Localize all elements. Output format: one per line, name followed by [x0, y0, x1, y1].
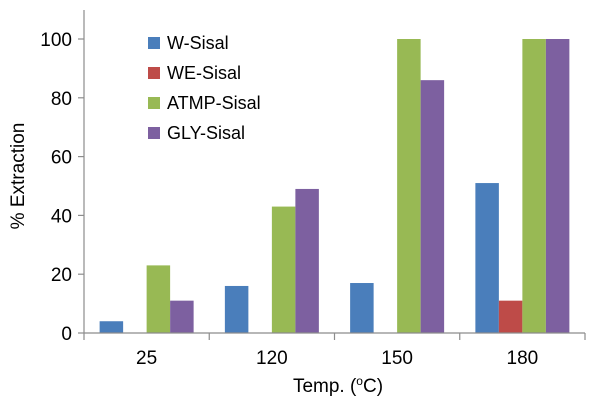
x-ticks-group: 25 120 150 180 [83, 333, 586, 369]
y-ticks-group: 0 20 40 60 80 100 [40, 30, 84, 345]
legend-swatch [148, 37, 160, 49]
legend-swatch [148, 67, 160, 79]
legend-label: ATMP-Sisal [167, 93, 261, 113]
y-tick-label: 60 [51, 148, 72, 169]
x-tick-label: 120 [256, 348, 288, 369]
bar-we-sisal-180 [498, 300, 523, 333]
bar-atmp-sisal-25 [146, 265, 171, 333]
bar-gly-sisal-150 [420, 80, 445, 333]
bar-gly-sisal-180 [545, 39, 570, 333]
y-tick-label: 40 [51, 206, 72, 227]
x-axis-title-superscript: o [356, 374, 363, 388]
y-axis-title: % Extraction [8, 123, 29, 230]
legend: W-Sisal WE-Sisal ATMP-Sisal GLY-Sisal [148, 33, 261, 143]
bar-w-sisal-180 [475, 183, 499, 333]
x-axis-title-end: C) [363, 376, 383, 397]
legend-label: W-Sisal [167, 33, 229, 53]
y-tick-label: 100 [40, 30, 72, 51]
bar-w-sisal-25 [99, 321, 124, 333]
legend-label: GLY-Sisal [167, 123, 245, 143]
legend-label: WE-Sisal [167, 63, 241, 83]
x-axis-title: Temp. (oC) [293, 374, 383, 397]
x-tick-label: 25 [136, 348, 157, 369]
y-tick-label: 0 [61, 324, 72, 345]
bar-atmp-sisal-120 [271, 206, 296, 333]
y-tick-label: 80 [51, 89, 72, 110]
y-tick-label: 20 [51, 265, 72, 286]
bar-atmp-sisal-180 [522, 39, 546, 333]
bar-w-sisal-120 [224, 285, 249, 333]
bar-gly-sisal-120 [295, 188, 319, 333]
x-tick-label: 180 [507, 348, 539, 369]
bars-group [99, 39, 570, 333]
legend-swatch [148, 97, 160, 109]
bar-gly-sisal-25 [170, 300, 194, 333]
x-tick-label: 150 [381, 348, 413, 369]
x-axis-title-main: Temp. ( [293, 376, 357, 397]
legend-swatch [148, 127, 160, 139]
bar-w-sisal-150 [350, 283, 374, 333]
bar-atmp-sisal-150 [397, 39, 421, 333]
